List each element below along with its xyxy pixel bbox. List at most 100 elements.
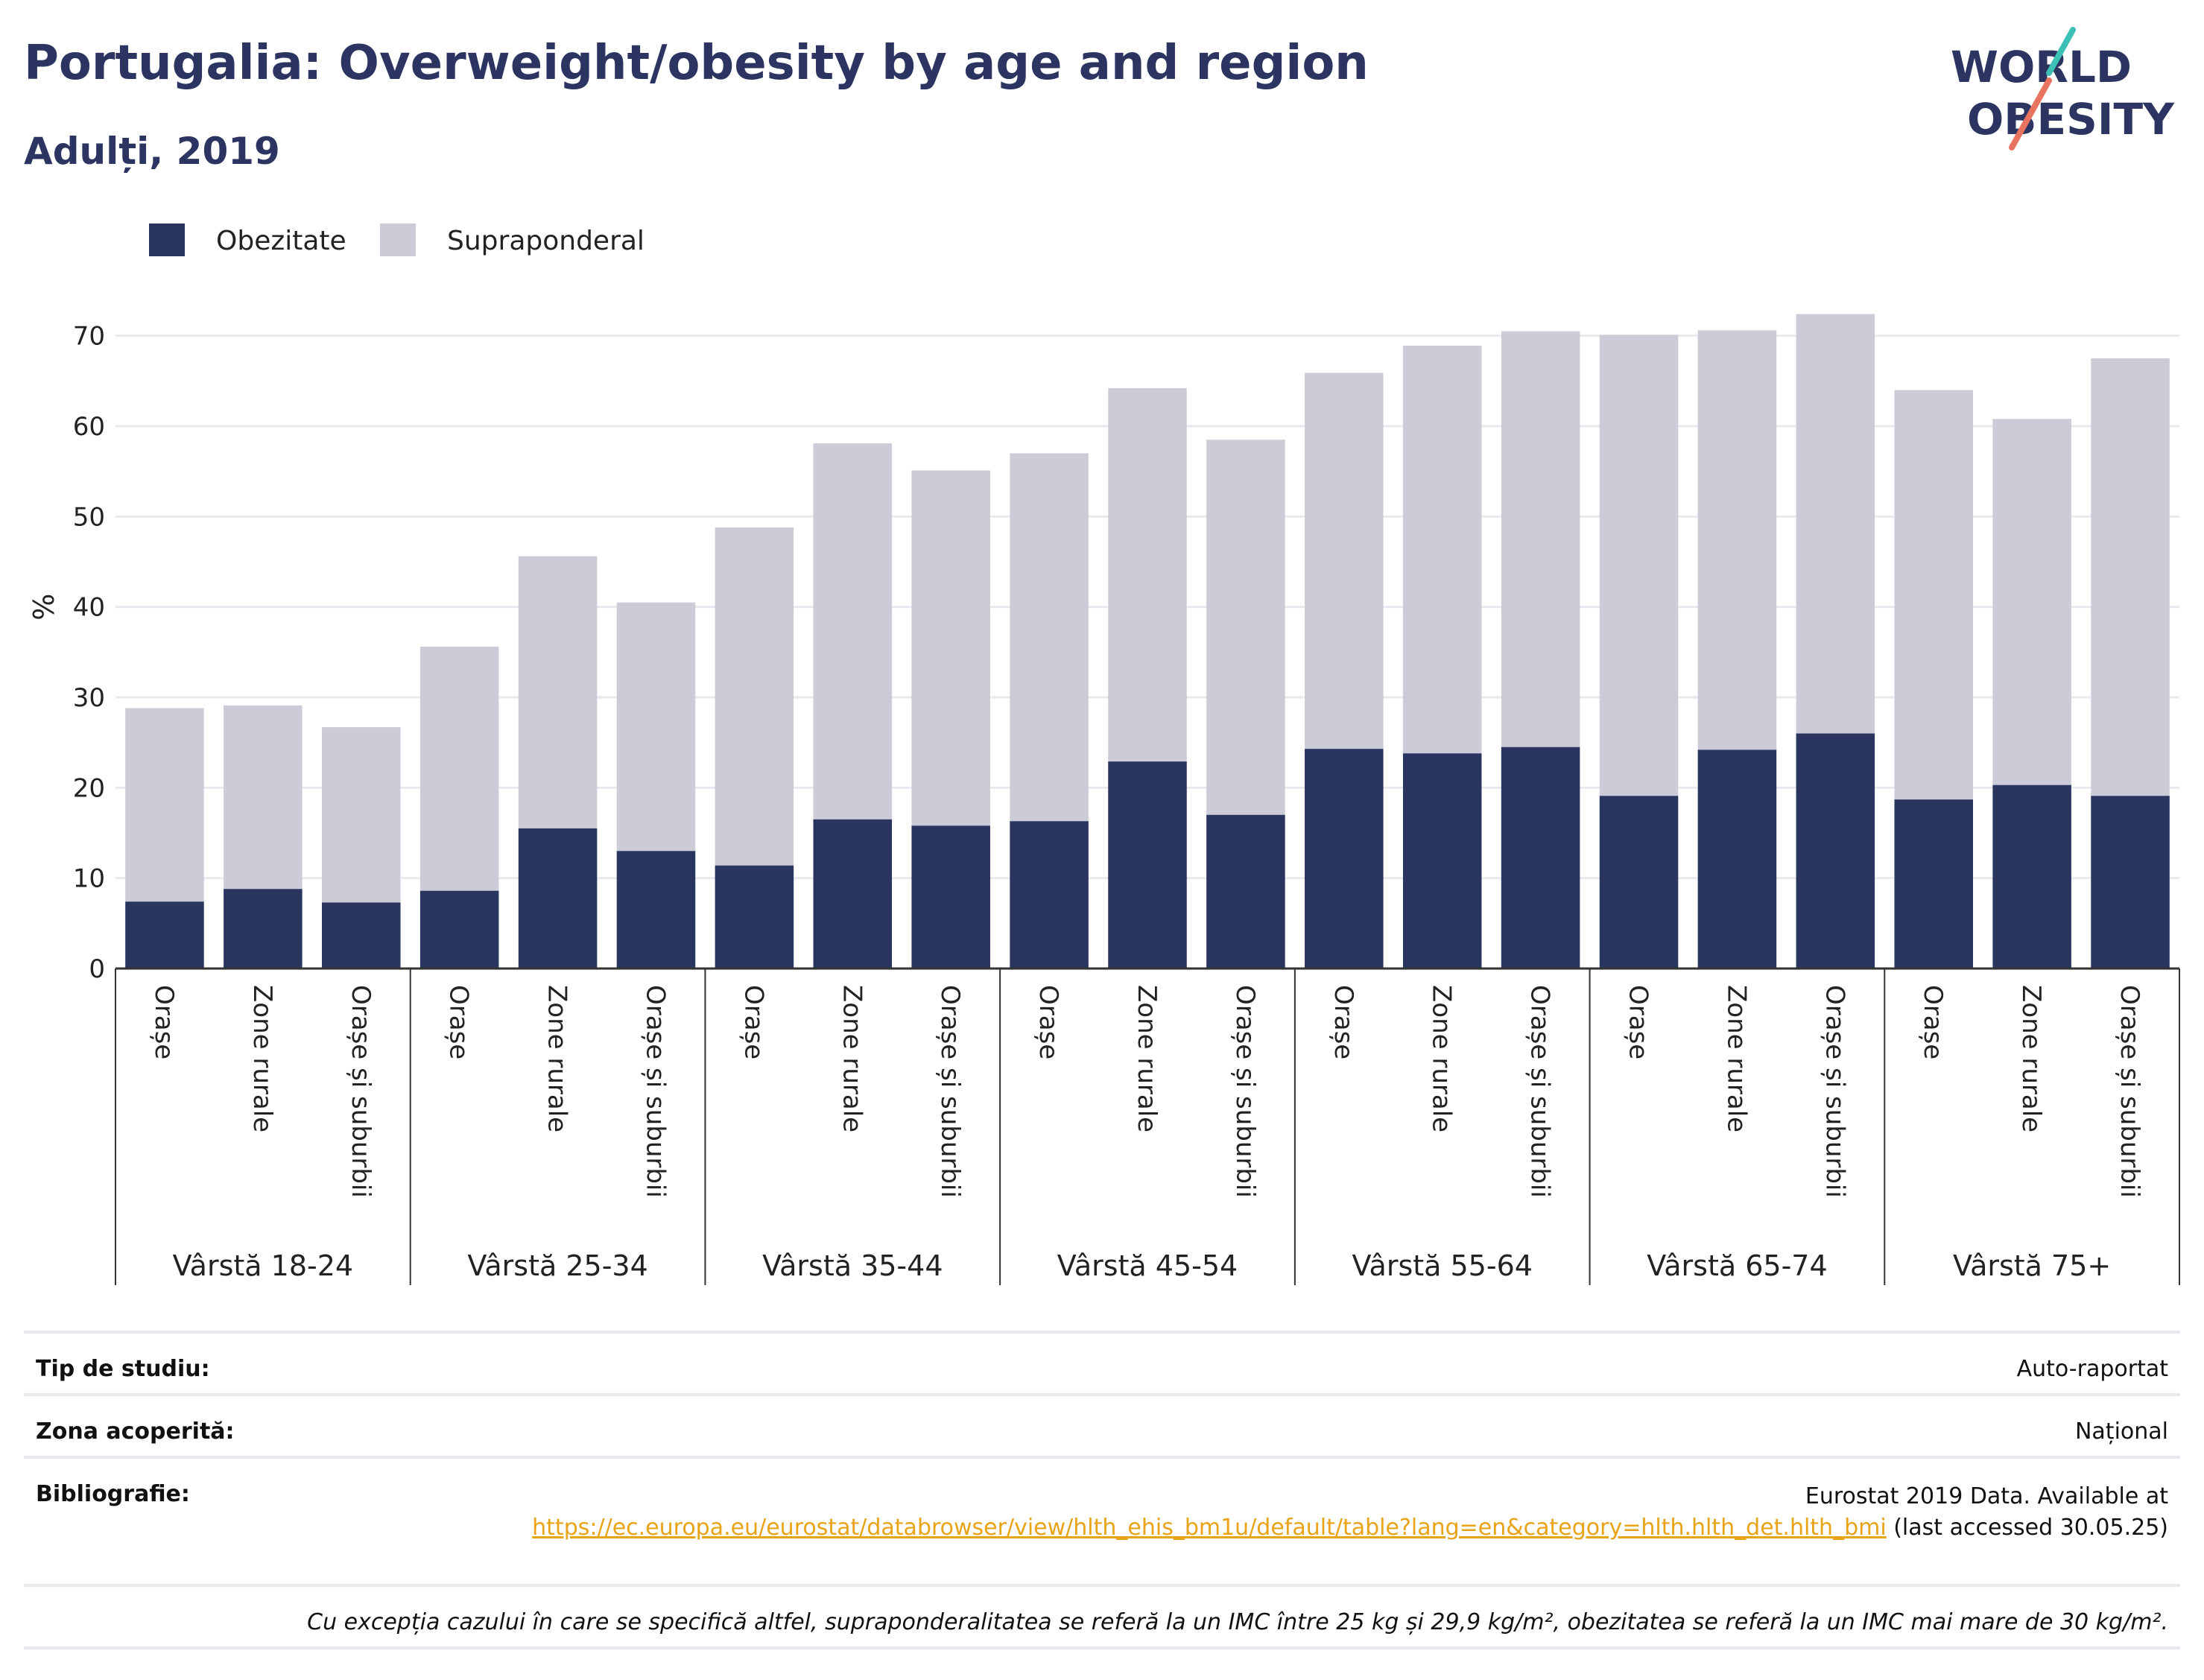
x-tick-label: Zone rurale <box>1427 985 1457 1132</box>
footer-row-study: Tip de studiu: Auto-raportat <box>24 1331 2180 1393</box>
bar-obesity <box>1992 784 2071 969</box>
x-group-label: Vârstă 45-54 <box>1057 1249 1238 1282</box>
bar-obesity <box>1402 753 1482 969</box>
bar-obesity <box>715 865 794 969</box>
legend-swatch <box>149 224 185 256</box>
bar-obesity <box>813 819 893 969</box>
x-group-label: Vârstă 55-64 <box>1352 1249 1532 1282</box>
bar-overweight <box>2091 358 2170 796</box>
x-tick-label: Orașe <box>149 985 179 1059</box>
coverage-label: Zona acoperită: <box>36 1419 235 1445</box>
y-axis-label: % <box>28 594 60 621</box>
footer-row-note: Cu excepția cazului în care se specifică… <box>24 1584 2180 1649</box>
bar-obesity <box>224 889 303 969</box>
chart-subtitle: Adulți, 2019 <box>24 130 280 173</box>
bar-overweight <box>1305 373 1384 749</box>
bar-obesity <box>1894 799 1973 969</box>
bar-obesity <box>1010 821 1089 969</box>
bar-overweight <box>813 443 893 820</box>
bar-overweight <box>1697 330 1777 750</box>
bar-overweight <box>911 470 990 826</box>
bar-overweight <box>1599 335 1679 796</box>
y-tick-label: 20 <box>73 773 105 803</box>
x-tick-label: Orașe și suburbii <box>935 985 965 1198</box>
x-tick-label: Orașe și suburbii <box>2115 985 2144 1198</box>
x-tick-label: Zone rurale <box>542 985 572 1132</box>
bar-overweight <box>1894 390 1973 800</box>
x-group-label: Vârstă 35-44 <box>762 1249 943 1282</box>
bibliography-prefix: Eurostat 2019 Data. Available at <box>1805 1483 2168 1509</box>
bibliography-link[interactable]: https://ec.europa.eu/eurostat/databrowse… <box>532 1515 1887 1541</box>
y-tick-label: 60 <box>73 412 105 442</box>
y-tick-label: 30 <box>73 683 105 713</box>
bibliography-suffix: (last accessed 30.05.25) <box>1886 1515 2168 1541</box>
x-tick-label: Zone rurale <box>1721 985 1751 1132</box>
x-tick-label: Orașe și suburbii <box>1525 985 1555 1198</box>
bar-overweight <box>518 556 598 828</box>
legend-label: Supraponderal <box>447 226 645 256</box>
bar-obesity <box>1599 796 1679 969</box>
coverage-value: Național <box>2074 1419 2168 1445</box>
y-tick-label: 70 <box>73 322 105 352</box>
legend-swatch <box>380 224 416 256</box>
bar-overweight <box>224 705 303 890</box>
footer-row-coverage: Zona acoperită: Național <box>24 1393 2180 1456</box>
definition-note: Cu excepția cazului în care se specifică… <box>307 1609 2168 1635</box>
y-tick-label: 40 <box>73 593 105 623</box>
bar-obesity <box>1501 747 1580 969</box>
bar-obesity <box>419 890 499 969</box>
bar-obesity <box>1206 814 1285 969</box>
x-group-label: Vârstă 18-24 <box>173 1249 353 1282</box>
logo-slash-teal <box>2046 27 2076 76</box>
y-tick-label: 0 <box>89 954 105 984</box>
bar-obesity <box>1305 749 1384 969</box>
bar-overweight <box>1010 453 1089 822</box>
x-tick-label: Orașe și suburbii <box>1230 985 1260 1198</box>
chart-title: Portugalia: Overweight/obesity by age an… <box>24 36 1369 91</box>
logo-line2: OBESITY <box>1967 94 2175 145</box>
x-tick-label: Orașe <box>738 985 768 1059</box>
x-tick-label: Orașe și suburbii <box>640 985 670 1198</box>
world-obesity-logo: WORLD OBESITY <box>1951 27 2175 150</box>
x-tick-label: Orașe <box>444 985 474 1059</box>
x-tick-label: Orașe și suburbii <box>346 985 376 1198</box>
x-group-label: Vârstă 25-34 <box>467 1249 647 1282</box>
chart-footer: Tip de studiu: Auto-raportat Zona acoper… <box>24 1331 2180 1649</box>
bar-obesity <box>1108 761 1187 969</box>
bar-overweight <box>125 708 204 902</box>
bar-overweight <box>1402 346 1482 754</box>
bar-obesity <box>518 828 598 969</box>
bibliography-label: Bibliografie: <box>36 1481 190 1507</box>
bar-overweight <box>1501 331 1580 747</box>
bar-obesity <box>911 825 990 969</box>
x-tick-label: Orașe <box>1033 985 1063 1059</box>
x-tick-label: Orașe și suburbii <box>1820 985 1849 1198</box>
bar-overweight <box>1108 388 1187 762</box>
y-tick-label: 50 <box>73 502 105 532</box>
bar-overweight <box>322 727 401 903</box>
bar-overweight <box>715 527 794 866</box>
bar-overweight <box>1992 419 2071 785</box>
bibliography-value: Eurostat 2019 Data. Available at https:/… <box>455 1481 2168 1544</box>
x-tick-label: Zone rurale <box>2016 985 2046 1132</box>
bar-overweight <box>419 647 499 891</box>
bar-obesity <box>322 902 401 969</box>
bar-overweight <box>1206 440 1285 815</box>
x-group-label: Vârstă 75+ <box>1953 1249 2111 1282</box>
x-tick-label: Orașe <box>1329 985 1358 1059</box>
y-tick-label: 10 <box>73 864 105 894</box>
bar-obesity <box>2091 796 2170 969</box>
footer-row-bibliography: Bibliografie: Eurostat 2019 Data. Availa… <box>24 1456 2180 1584</box>
bar-overweight <box>1796 314 1875 734</box>
legend-label: Obezitate <box>216 226 346 256</box>
x-tick-label: Zone rurale <box>1132 985 1162 1132</box>
logo-line1: WORLD <box>1951 42 2132 92</box>
study-type-value: Auto-raportat <box>2016 1356 2168 1382</box>
stacked-bar-chart: 0 10 20 30 40 50 60 70% Orașe Zone rurale Orașe și… <box>28 224 2180 1285</box>
bar-obesity <box>1796 733 1875 969</box>
logo-slash-coral <box>2009 77 2052 150</box>
x-group-label: Vârstă 65-74 <box>1647 1249 1827 1282</box>
study-type-label: Tip de studiu: <box>36 1356 210 1382</box>
x-tick-label: Zone rurale <box>837 985 867 1132</box>
x-tick-label: Orașe <box>1624 985 1653 1059</box>
